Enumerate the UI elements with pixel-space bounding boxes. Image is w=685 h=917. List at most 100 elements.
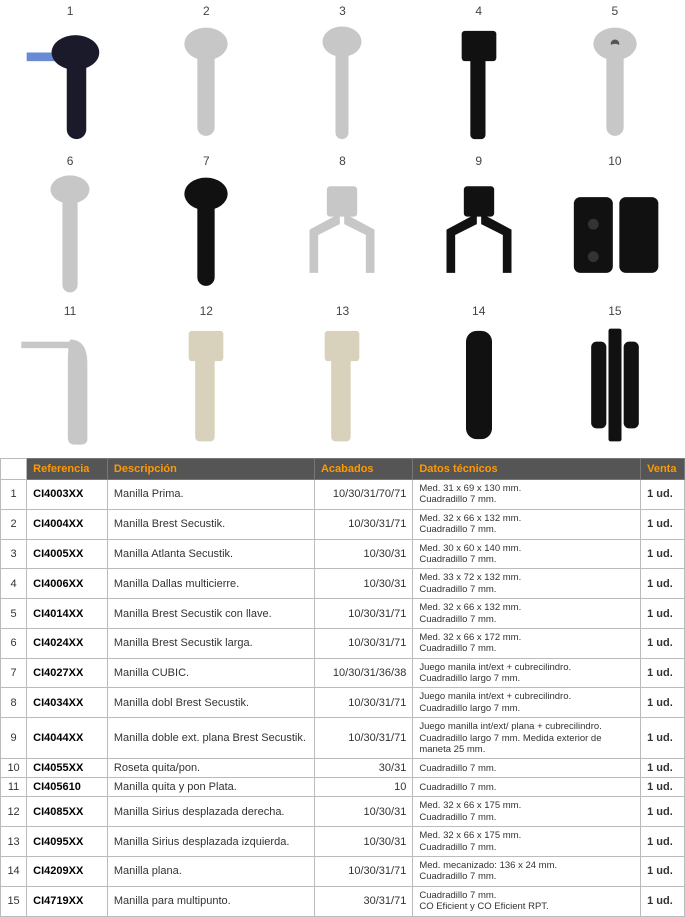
gallery-number: 5 bbox=[612, 4, 619, 18]
row-datos: Med. 32 x 66 x 175 mm.Cuadradillo 7 mm. bbox=[413, 797, 641, 827]
row-venta: 1 ud. bbox=[641, 856, 685, 886]
row-acab: 10/30/31 bbox=[314, 539, 412, 569]
row-datos: Juego manilla int/ext/ plana + cubrecili… bbox=[413, 718, 641, 759]
handle-square-nickel-icon bbox=[282, 320, 402, 450]
row-acab: 10 bbox=[314, 778, 412, 797]
row-venta: 1 ud. bbox=[641, 509, 685, 539]
row-venta: 1 ud. bbox=[641, 718, 685, 759]
handle-black-oval-icon bbox=[146, 170, 266, 300]
row-index: 12 bbox=[1, 797, 27, 827]
row-index: 15 bbox=[1, 886, 27, 916]
gallery-number: 7 bbox=[203, 154, 210, 168]
handle-curve-silver-icon bbox=[10, 320, 130, 450]
handle-dark-oval-icon bbox=[10, 20, 130, 150]
gallery-number: 13 bbox=[336, 304, 349, 318]
row-ref: CI4034XX bbox=[27, 688, 108, 718]
row-venta: 1 ud. bbox=[641, 658, 685, 688]
handle-black-square-icon bbox=[419, 20, 539, 150]
table-row: 13CI4095XXManilla Sirius desplazada izqu… bbox=[1, 827, 685, 857]
row-datos: Med. 33 x 72 x 132 mm.Cuadradillo 7 mm. bbox=[413, 569, 641, 599]
row-ref: CI4085XX bbox=[27, 797, 108, 827]
row-desc: Manilla CUBIC. bbox=[107, 658, 314, 688]
row-desc: Manilla plana. bbox=[107, 856, 314, 886]
row-index: 3 bbox=[1, 539, 27, 569]
gallery-number: 12 bbox=[200, 304, 213, 318]
row-desc: Roseta quita/pon. bbox=[107, 759, 314, 778]
row-acab: 10/30/31/71 bbox=[314, 718, 412, 759]
row-datos: Cuadradillo 7 mm. bbox=[413, 759, 641, 778]
table-row: 1CI4003XXManilla Prima.10/30/31/70/71Med… bbox=[1, 480, 685, 510]
handle-silver-key-icon bbox=[555, 20, 675, 150]
row-index: 11 bbox=[1, 778, 27, 797]
row-desc: Manilla Brest Secustik larga. bbox=[107, 628, 314, 658]
row-index: 9 bbox=[1, 718, 27, 759]
row-venta: 1 ud. bbox=[641, 599, 685, 629]
row-acab: 10/30/31 bbox=[314, 797, 412, 827]
gallery-number: 3 bbox=[339, 4, 346, 18]
row-ref: CI4719XX bbox=[27, 886, 108, 916]
row-index: 4 bbox=[1, 569, 27, 599]
row-datos: Cuadradillo 7 mm.CO Eficient y CO Eficie… bbox=[413, 886, 641, 916]
row-ref: CI4003XX bbox=[27, 480, 108, 510]
row-acab: 10/30/31/70/71 bbox=[314, 480, 412, 510]
row-datos: Juego manila int/ext + cubrecilindro.Cua… bbox=[413, 658, 641, 688]
row-index: 13 bbox=[1, 827, 27, 857]
col-acab: Acabados bbox=[314, 459, 412, 480]
row-venta: 1 ud. bbox=[641, 759, 685, 778]
row-ref: CI4005XX bbox=[27, 539, 108, 569]
row-datos: Juego manila int/ext + cubrecilindro.Cua… bbox=[413, 688, 641, 718]
handle-double-silver-icon bbox=[282, 170, 402, 300]
row-desc: Manilla dobl Brest Secustik. bbox=[107, 688, 314, 718]
handle-silver-oval-icon bbox=[146, 20, 266, 150]
col-ref: Referencia bbox=[27, 459, 108, 480]
row-ref: CI4006XX bbox=[27, 569, 108, 599]
row-datos: Cuadradillo 7 mm. bbox=[413, 778, 641, 797]
gallery-number: 8 bbox=[339, 154, 346, 168]
table-row: 2CI4004XXManilla Brest Secustik.10/30/31… bbox=[1, 509, 685, 539]
gallery-cell: 6 bbox=[4, 154, 136, 300]
product-gallery: 123456789101112131415 bbox=[0, 0, 685, 458]
row-desc: Manilla doble ext. plana Brest Secustik. bbox=[107, 718, 314, 759]
row-datos: Med. 32 x 66 x 172 mm.Cuadradillo 7 mm. bbox=[413, 628, 641, 658]
row-datos: Med. 31 x 69 x 130 mm.Cuadradillo 7 mm. bbox=[413, 480, 641, 510]
gallery-number: 1 bbox=[67, 4, 74, 18]
row-venta: 1 ud. bbox=[641, 569, 685, 599]
rosette-black-icon bbox=[555, 170, 675, 300]
gallery-number: 4 bbox=[475, 4, 482, 18]
row-desc: Manilla Atlanta Secustik. bbox=[107, 539, 314, 569]
gallery-cell: 5 bbox=[549, 4, 681, 150]
row-desc: Manilla Sirius desplazada derecha. bbox=[107, 797, 314, 827]
row-datos: Med. 32 x 66 x 175 mm.Cuadradillo 7 mm. bbox=[413, 827, 641, 857]
row-index: 6 bbox=[1, 628, 27, 658]
row-acab: 10/30/31/71 bbox=[314, 599, 412, 629]
gallery-cell: 8 bbox=[276, 154, 408, 300]
table-header-row: Referencia Descripción Acabados Datos té… bbox=[1, 459, 685, 480]
row-ref: CI4055XX bbox=[27, 759, 108, 778]
row-acab: 10/30/31/71 bbox=[314, 628, 412, 658]
row-datos: Med. 32 x 66 x 132 mm.Cuadradillo 7 mm. bbox=[413, 599, 641, 629]
row-ref: CI4027XX bbox=[27, 658, 108, 688]
row-desc: Manilla quita y pon Plata. bbox=[107, 778, 314, 797]
row-ref: CI405610 bbox=[27, 778, 108, 797]
gallery-number: 6 bbox=[67, 154, 74, 168]
gallery-cell: 10 bbox=[549, 154, 681, 300]
row-desc: Manilla Sirius desplazada izquierda. bbox=[107, 827, 314, 857]
multipoint-black-icon bbox=[555, 320, 675, 450]
table-row: 4CI4006XXManilla Dallas multicierre.10/3… bbox=[1, 569, 685, 599]
row-desc: Manilla Brest Secustik. bbox=[107, 509, 314, 539]
row-acab: 30/31 bbox=[314, 759, 412, 778]
row-venta: 1 ud. bbox=[641, 827, 685, 857]
gallery-cell: 11 bbox=[4, 304, 136, 450]
gallery-cell: 7 bbox=[140, 154, 272, 300]
gallery-cell: 3 bbox=[276, 4, 408, 150]
row-index: 1 bbox=[1, 480, 27, 510]
row-ref: CI4209XX bbox=[27, 856, 108, 886]
table-row: 14CI4209XXManilla plana.10/30/31/71Med. … bbox=[1, 856, 685, 886]
row-index: 2 bbox=[1, 509, 27, 539]
gallery-number: 2 bbox=[203, 4, 210, 18]
gallery-cell: 9 bbox=[413, 154, 545, 300]
table-row: 15CI4719XXManilla para multipunto.30/31/… bbox=[1, 886, 685, 916]
handle-silver-slim-icon bbox=[282, 20, 402, 150]
row-acab: 10/30/31 bbox=[314, 569, 412, 599]
gallery-number: 10 bbox=[608, 154, 621, 168]
